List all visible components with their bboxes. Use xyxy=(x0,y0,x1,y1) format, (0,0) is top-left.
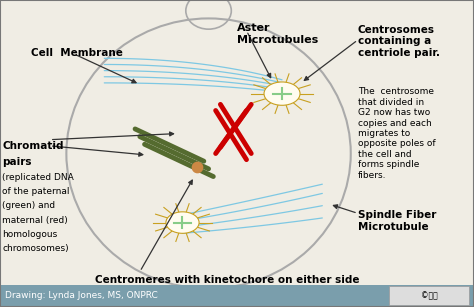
Text: chromosomes): chromosomes) xyxy=(2,244,69,253)
Point xyxy=(193,165,201,170)
Text: Chromatid: Chromatid xyxy=(2,141,64,151)
Bar xyxy=(0,285,474,307)
Text: (green) and: (green) and xyxy=(2,201,55,210)
Text: Cell  Membrane: Cell Membrane xyxy=(31,48,123,58)
Text: The  centrosome
that divided in
G2 now has two
copies and each
migrates to
oppos: The centrosome that divided in G2 now ha… xyxy=(358,87,436,180)
Text: Drawing: Lynda Jones, MS, ONPRC: Drawing: Lynda Jones, MS, ONPRC xyxy=(5,291,157,301)
Text: Aster
Microtubules: Aster Microtubules xyxy=(237,23,318,45)
Text: where the spindle fiber will attach.: where the spindle fiber will attach. xyxy=(95,287,260,296)
Text: Spindle Fiber
Microtubule: Spindle Fiber Microtubule xyxy=(358,210,436,232)
Text: pairs: pairs xyxy=(2,157,32,167)
Text: of the paternal: of the paternal xyxy=(2,187,70,196)
Bar xyxy=(389,286,469,305)
Text: (replicated DNA: (replicated DNA xyxy=(2,173,74,182)
Text: maternal (red): maternal (red) xyxy=(2,216,68,224)
Ellipse shape xyxy=(264,82,300,105)
Text: ©ⓒⓔ: ©ⓒⓔ xyxy=(420,291,438,301)
Ellipse shape xyxy=(166,212,199,233)
Text: Centromeres with kinetochore on either side: Centromeres with kinetochore on either s… xyxy=(95,275,359,285)
Text: Centrosomes
containing a
centriole pair.: Centrosomes containing a centriole pair. xyxy=(358,25,440,58)
Text: homologous: homologous xyxy=(2,230,58,239)
